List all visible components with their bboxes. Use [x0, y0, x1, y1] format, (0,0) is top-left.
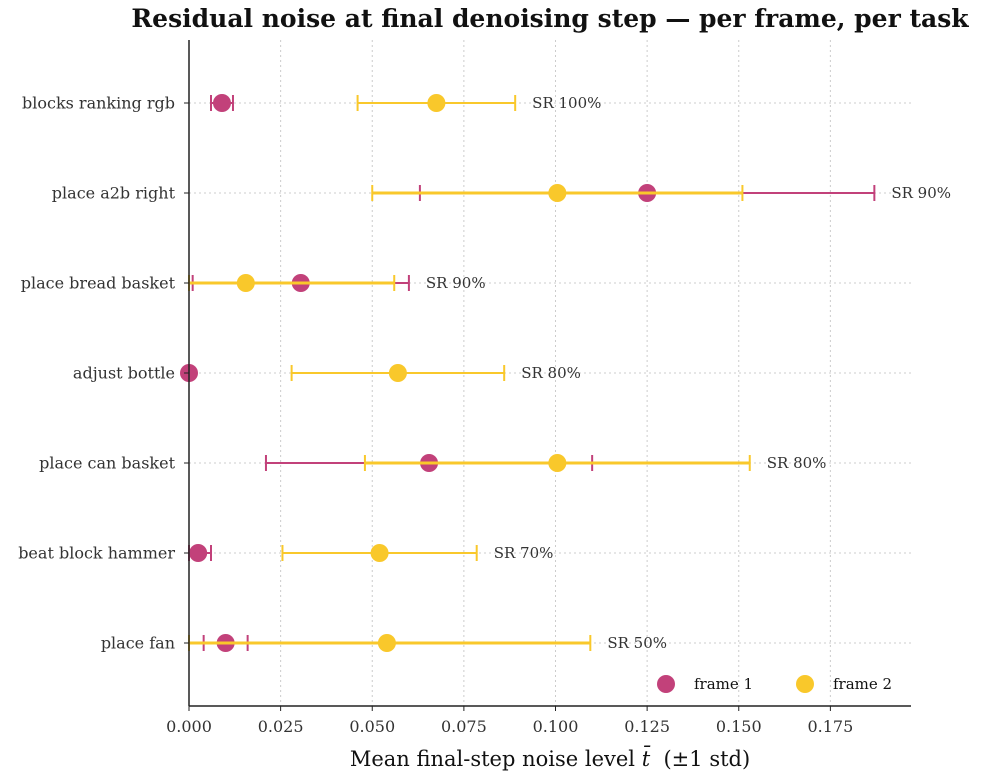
- success-rate-labels: SR 100% SR 90% SR 90% SR 80% SR 80% SR 70% SR …: [426, 94, 951, 652]
- legend-item: frame 2: [796, 675, 892, 693]
- y-tick-label: place can basket: [39, 454, 175, 473]
- y-tick-label: blocks ranking rgb: [22, 94, 175, 113]
- data-point: [189, 544, 208, 562]
- x-tick-label: 0.175: [807, 717, 853, 736]
- series-2: [188, 94, 751, 652]
- x-axis-label: Mean final-step noise level t̄ (±1 std): [350, 745, 750, 771]
- x-axis-label-suffix: (±1 std): [650, 747, 750, 771]
- data-point: [236, 274, 255, 292]
- chart-title: Residual noise at final denoising step —…: [131, 4, 969, 33]
- y-tick-label: adjust bottle: [73, 364, 175, 383]
- x-tick-labels: 0.000 0.025 0.050 0.075 0.100 0.125 0.150 0.175: [166, 706, 853, 736]
- series: [180, 94, 876, 652]
- data-point: [388, 364, 407, 382]
- legend-label: frame 2: [833, 675, 892, 693]
- x-tick-label: 0.050: [349, 717, 395, 736]
- y-tick-label: place bread basket: [21, 274, 176, 293]
- x-axis-label-prefix: Mean final-step noise level: [350, 747, 642, 771]
- y-tick-label: beat block hammer: [18, 544, 175, 563]
- success-rate-label: SR 100%: [532, 94, 601, 112]
- legend: frame 1 frame 2: [657, 675, 892, 693]
- x-tick-label: 0.075: [441, 717, 487, 736]
- success-rate-label: SR 80%: [767, 454, 827, 472]
- success-rate-label: SR 90%: [426, 274, 486, 292]
- success-rate-label: SR 50%: [607, 634, 667, 652]
- y-tick-label: place fan: [101, 634, 175, 653]
- x-tick-label: 0.100: [533, 717, 579, 736]
- legend-item: frame 1: [657, 675, 753, 693]
- legend-label: frame 1: [694, 675, 753, 693]
- legend-marker: [796, 675, 814, 693]
- y-tick-labels: blocks ranking rgb place a2b right place b…: [18, 94, 189, 653]
- legend-marker: [657, 675, 675, 693]
- data-point: [212, 94, 231, 112]
- x-tick-label: 0.000: [166, 717, 212, 736]
- y-tick-label: place a2b right: [52, 184, 176, 203]
- x-axis-label-symbol: t̄: [642, 745, 651, 771]
- success-rate-label: SR 90%: [891, 184, 951, 202]
- data-point: [377, 634, 396, 652]
- success-rate-label: SR 80%: [521, 364, 581, 382]
- data-point: [548, 184, 567, 202]
- x-tick-label: 0.125: [624, 717, 670, 736]
- x-tick-label: 0.025: [258, 717, 304, 736]
- data-point: [370, 544, 389, 562]
- data-point: [427, 94, 446, 112]
- success-rate-label: SR 70%: [494, 544, 554, 562]
- x-tick-label: 0.150: [716, 717, 762, 736]
- data-point: [548, 454, 567, 472]
